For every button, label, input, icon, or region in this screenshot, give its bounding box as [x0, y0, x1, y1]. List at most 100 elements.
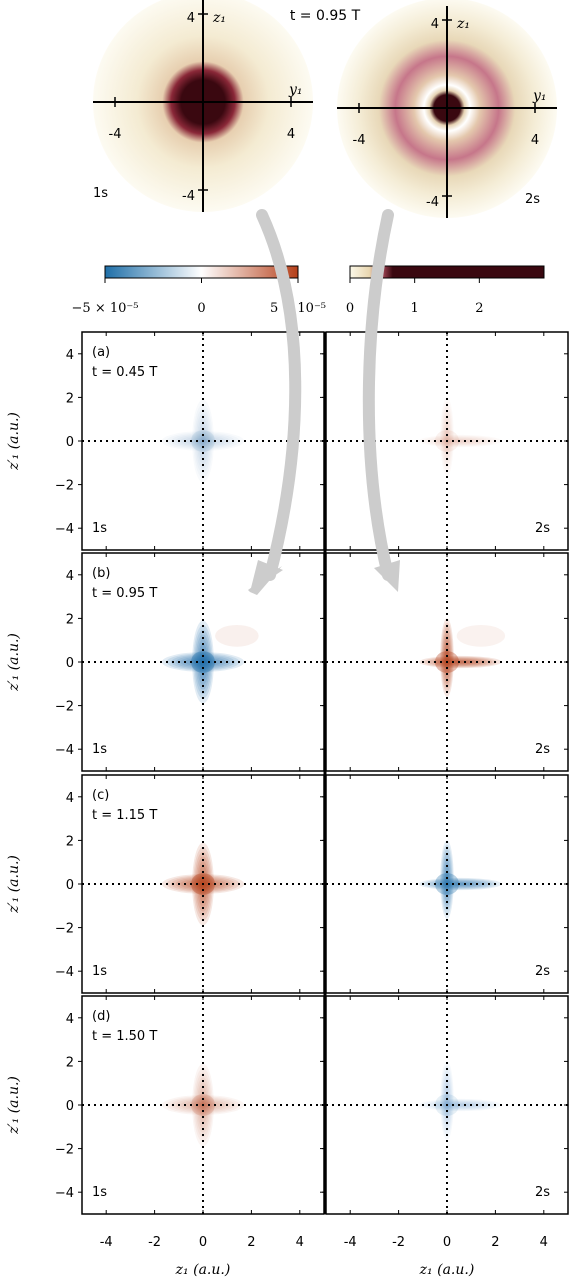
density-lobe-vertical — [444, 866, 450, 893]
y-axis-label: z′₁ (a.u.) — [6, 1076, 22, 1135]
arrow-left-shaft — [256, 209, 302, 581]
density-lobe-vertical — [440, 618, 454, 697]
y-axis-label: z′₁ (a.u.) — [6, 412, 22, 471]
y-axis-label: z′₁ (a.u.) — [6, 855, 22, 914]
density-lobe-horizontal — [432, 657, 488, 667]
y-tick-label: 2 — [66, 834, 74, 849]
density-lobe-horizontal — [442, 881, 479, 887]
density-lobe-horizontal — [428, 879, 493, 889]
density-lobe-vertical — [440, 622, 454, 693]
colorbar-left — [104, 265, 299, 279]
top-panel-1s: 4 -4 4 -4 z₁ y₁ 1s — [93, 0, 313, 212]
y-tick-label: 2 — [66, 612, 74, 627]
density-lobe-horizontal — [437, 880, 484, 888]
panel-1-2s — [326, 332, 568, 550]
top-tick-label: 4 — [531, 133, 539, 148]
panel-label: 2s — [535, 964, 550, 979]
y-tick-label: −4 — [55, 1186, 74, 1201]
arrow-right-tip — [374, 560, 400, 592]
x-tick-label: 2 — [491, 1235, 499, 1250]
y-tick-label: 2 — [66, 1055, 74, 1070]
top-tick-label: 4 — [287, 127, 295, 142]
y-tick-label: 0 — [66, 1099, 74, 1114]
panel-4-2s — [326, 996, 568, 1214]
top-density-panels: 4 -4 4 -4 z₁ y₁ 1s 4 -4 4 -4 z₁ y₁ 2s — [93, 0, 557, 218]
x-tick-label: -4 — [344, 1235, 357, 1250]
colorbar-left-label: 0 — [197, 301, 205, 316]
density-lobe-vertical — [443, 1078, 451, 1123]
y-tick-label: −4 — [55, 522, 74, 537]
density-lobe-horizontal — [419, 877, 502, 891]
y-tick-label: 4 — [66, 569, 74, 584]
panel-4-1s — [82, 996, 324, 1214]
arrow-right-shaft — [362, 209, 394, 581]
y-tick-label: −2 — [55, 479, 74, 494]
y-tick-label: 4 — [66, 348, 74, 363]
density-lobe-horizontal — [432, 879, 488, 889]
top-panel-2s: 4 -4 4 -4 z₁ y₁ 2s — [337, 0, 557, 218]
density-lobe-horizontal — [442, 659, 479, 665]
density-lobe-faint — [215, 624, 259, 647]
top-tick-label: 4 — [431, 17, 439, 32]
top-ylabel: z₁ — [456, 16, 470, 32]
x-tick-label: 4 — [540, 1235, 548, 1250]
density-lobe-vertical — [440, 840, 454, 919]
density-lobe-vertical — [443, 635, 451, 680]
y-axis-label: z′₁ (a.u.) — [6, 633, 22, 692]
top-tick-label: 4 — [187, 11, 195, 26]
x-tick-label: -4 — [100, 1235, 113, 1250]
y-tick-label: 4 — [66, 1012, 74, 1027]
density-lobe-vertical — [441, 627, 453, 689]
panel-3-1s — [82, 775, 324, 993]
colorbar-right — [349, 265, 545, 279]
density-lobe-horizontal — [428, 1100, 493, 1110]
density-lobe-vertical — [440, 1061, 454, 1140]
x-tick-label: 2 — [247, 1235, 255, 1250]
panel-tag: (b) — [92, 566, 110, 581]
colorbar-left-label: 5 × 10⁻⁵ — [270, 301, 326, 316]
density-lobe-vertical — [443, 1083, 451, 1119]
density-lobe-vertical — [442, 853, 452, 906]
density-lobe-vertical — [444, 1087, 450, 1114]
density-lobe-vertical — [443, 862, 451, 898]
y-tick-label: −4 — [55, 965, 74, 980]
y-tick-label: −2 — [55, 1143, 74, 1158]
density-lobe-vertical — [442, 1074, 452, 1127]
y-tick-label: 2 — [66, 391, 74, 406]
colorbar-labels: −5 × 10⁻⁵ 0 5 × 10⁻⁵ 0 1 2 — [72, 278, 483, 316]
panel-time: t = 0.45 T — [92, 365, 157, 380]
colorbar-right-label: 0 — [346, 301, 354, 316]
panel-label: 1s — [92, 742, 107, 757]
panel-tag: (c) — [92, 788, 109, 803]
colorbar-right-label: 2 — [475, 301, 483, 316]
x-tick-label: 0 — [443, 1235, 451, 1250]
density-lobe-horizontal — [419, 1098, 502, 1112]
density-lobe-horizontal — [423, 878, 497, 890]
y-tick-label: −2 — [55, 700, 74, 715]
panel-label: 2s — [535, 521, 550, 536]
y-tick-label: 0 — [66, 435, 74, 450]
x-tick-label: 4 — [296, 1235, 304, 1250]
density-lobe-vertical — [441, 849, 453, 911]
density-lobe-horizontal — [432, 1100, 488, 1110]
density-lobe-horizontal — [446, 659, 475, 665]
x-tick-label: -2 — [148, 1235, 161, 1250]
density-lobe-horizontal — [437, 658, 484, 666]
density-lobe-horizontal — [419, 655, 502, 669]
density-lobe-horizontal — [428, 657, 493, 667]
panel-label: 1s — [92, 1185, 107, 1200]
panel-2-1s — [82, 553, 324, 771]
panel-label: 2s — [535, 742, 550, 757]
top-tick-label: -4 — [182, 189, 195, 204]
density-lobe-vertical — [443, 857, 451, 902]
density-lobe-horizontal — [423, 1099, 497, 1111]
density-lobe-vertical — [441, 1070, 453, 1132]
x-tick-label: 0 — [199, 1235, 207, 1250]
panel-3-2s — [326, 775, 568, 993]
colorbar-left-label: −5 × 10⁻⁵ — [72, 301, 139, 316]
x-axis-label: z₁ (a.u.) — [175, 1262, 231, 1278]
panel-label: 2s — [535, 1185, 550, 1200]
colorbars — [104, 265, 545, 279]
panel-time: t = 0.95 T — [92, 586, 157, 601]
